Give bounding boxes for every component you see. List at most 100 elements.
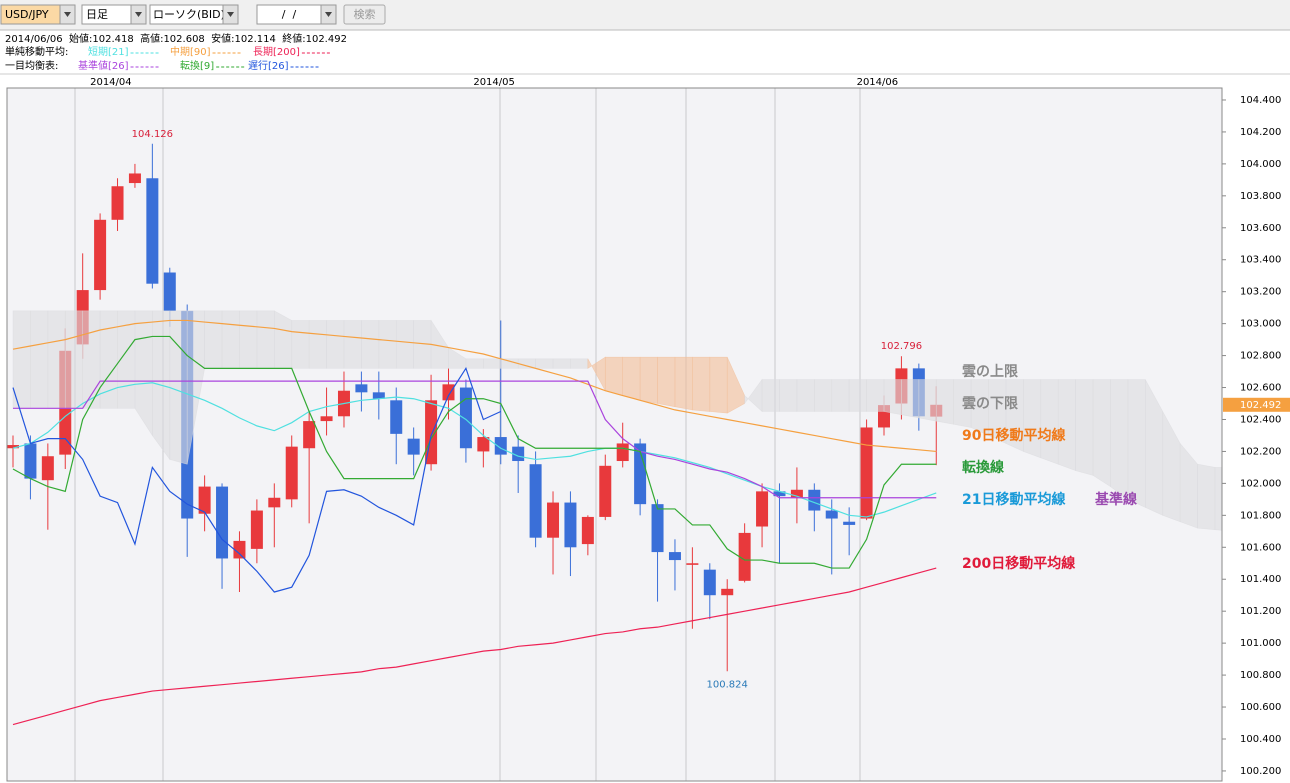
candle-body bbox=[581, 516, 594, 545]
candle-body bbox=[24, 443, 37, 479]
candle-body bbox=[41, 456, 54, 481]
indicator-line bbox=[12, 335, 937, 569]
legend-item: 転換[9] bbox=[180, 60, 214, 72]
cloud-segment bbox=[169, 310, 188, 465]
candle-body bbox=[721, 588, 734, 596]
candle-body bbox=[268, 497, 281, 508]
cloud-segment bbox=[465, 358, 484, 369]
candle-body bbox=[250, 510, 263, 549]
line-label: 200日移動平均線 bbox=[962, 555, 1075, 572]
extreme-label: 100.824 bbox=[707, 679, 748, 690]
candle-body bbox=[407, 438, 420, 455]
candle-body bbox=[390, 400, 403, 434]
cloud-segment bbox=[935, 379, 954, 425]
price-tag-label: 102.492 bbox=[1240, 400, 1281, 411]
candle-body bbox=[564, 502, 577, 548]
y-tick-label: 102.600 bbox=[1240, 383, 1281, 394]
cloud-segment bbox=[239, 310, 258, 369]
indicator-line bbox=[12, 567, 937, 726]
legend-item: 短期[21] bbox=[88, 45, 129, 58]
arrow-icon bbox=[325, 12, 332, 17]
candle-body bbox=[7, 445, 19, 449]
y-tick-label: 103.400 bbox=[1240, 255, 1281, 266]
cloud-segment bbox=[709, 356, 728, 414]
y-tick-label: 103.800 bbox=[1240, 191, 1281, 202]
indicator-line bbox=[12, 382, 937, 518]
extreme-label: 104.126 bbox=[132, 129, 173, 140]
candle-body bbox=[756, 491, 769, 527]
candle-body bbox=[216, 486, 229, 559]
y-tick-label: 101.000 bbox=[1240, 638, 1281, 649]
y-tick-label: 102.200 bbox=[1240, 446, 1281, 457]
pair-text: USD/JPY bbox=[5, 8, 49, 21]
cloud-segment bbox=[535, 358, 554, 369]
info-line: 2014/06/06 始値:102.418 高値:102.608 安値:102.… bbox=[5, 32, 347, 45]
line-label: 転換線 bbox=[962, 459, 1004, 476]
cloud-segment bbox=[256, 310, 275, 369]
legend-item: 長期[200] bbox=[253, 46, 300, 58]
candle-body bbox=[686, 563, 699, 565]
cloud-segment bbox=[483, 358, 502, 369]
y-tick-label: 102.000 bbox=[1240, 478, 1281, 489]
candle-body bbox=[372, 392, 385, 399]
plot-frame bbox=[6, 87, 1223, 782]
cloud-segment bbox=[1127, 379, 1146, 508]
candle-body bbox=[529, 464, 542, 538]
candle-body bbox=[355, 384, 368, 393]
line-label: 90日移動平均線 bbox=[962, 427, 1065, 444]
cloud-segment bbox=[517, 358, 536, 369]
candle-body bbox=[442, 384, 455, 401]
candle-body bbox=[668, 552, 681, 561]
y-tick-label: 103.000 bbox=[1240, 319, 1281, 330]
cloud-segment bbox=[570, 358, 589, 369]
y-tick-label: 100.800 bbox=[1240, 670, 1281, 681]
cloud-segment bbox=[1040, 379, 1059, 465]
cloud-label: 雲の下限 bbox=[962, 395, 1018, 412]
candle-body bbox=[547, 502, 560, 538]
candle-body bbox=[599, 465, 612, 517]
search-button[interactable] bbox=[343, 4, 386, 25]
cloud-segment bbox=[291, 320, 310, 369]
overlay: 100.200 100.400 100.600 100.800 101.000 101.2… bbox=[90, 77, 1290, 777]
cloud-segment bbox=[47, 310, 66, 409]
indicator-line bbox=[12, 366, 502, 593]
cloud-segment bbox=[326, 320, 345, 369]
line-label: 基準線 bbox=[1095, 491, 1137, 508]
y-tick-label: 100.200 bbox=[1240, 766, 1281, 777]
cloud-segment bbox=[204, 310, 223, 369]
cloud-segment bbox=[343, 320, 362, 369]
y-tick-label: 104.000 bbox=[1240, 159, 1281, 170]
candle-body bbox=[616, 443, 629, 462]
candle-body bbox=[459, 387, 472, 449]
candle-body bbox=[860, 427, 873, 519]
cloud-segment bbox=[901, 379, 920, 419]
candle-body bbox=[163, 272, 176, 311]
y-tick-label: 104.400 bbox=[1240, 95, 1281, 106]
legend-item: 中期[90] bbox=[170, 45, 211, 58]
legend-item: 基準値[26] bbox=[78, 59, 129, 72]
cloud-segment bbox=[622, 356, 641, 401]
grid bbox=[74, 88, 861, 781]
cloud-segment bbox=[1057, 379, 1076, 472]
y-tick-label: 102.400 bbox=[1240, 414, 1281, 425]
candle-body bbox=[634, 443, 647, 505]
cloud-segment bbox=[378, 320, 397, 369]
candle-body bbox=[825, 510, 838, 519]
cloud-segment bbox=[761, 379, 780, 412]
candle-body bbox=[320, 416, 333, 422]
y-tick-label: 104.200 bbox=[1240, 127, 1281, 138]
arrow-icon bbox=[135, 12, 142, 17]
candle-body bbox=[651, 504, 664, 553]
cloud-segment bbox=[395, 320, 414, 369]
y-tick-label: 103.600 bbox=[1240, 223, 1281, 234]
cloud-segment bbox=[918, 379, 937, 422]
cloud-segment bbox=[1075, 379, 1094, 476]
cloud-segment bbox=[674, 356, 693, 411]
date-text: / / bbox=[278, 8, 299, 21]
cloud-segment bbox=[30, 310, 49, 409]
search-text: 検索 bbox=[354, 7, 376, 21]
x-tick-label: 2014/06 bbox=[857, 77, 899, 88]
candle-body bbox=[808, 489, 821, 511]
